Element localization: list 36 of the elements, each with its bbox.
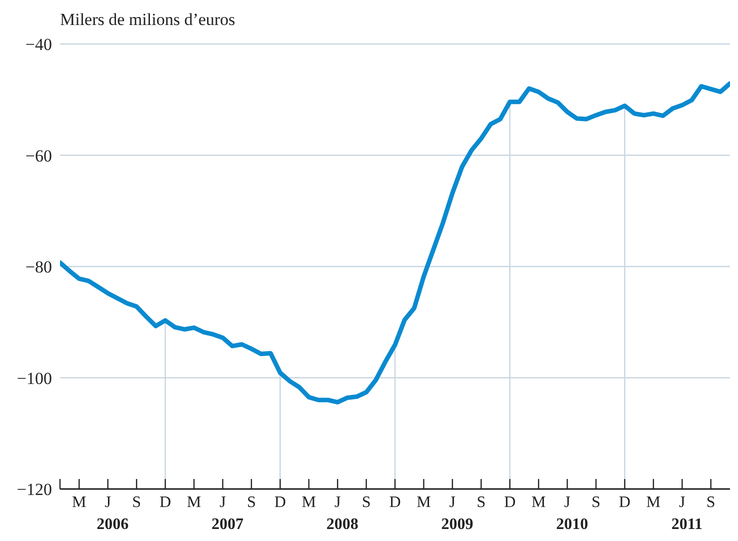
- x-tick-label: J: [220, 494, 226, 511]
- x-tick-label: S: [362, 494, 371, 511]
- text: 2010: [556, 516, 588, 533]
- text: 2007: [212, 516, 244, 533]
- text: 2006: [96, 516, 129, 533]
- y-tick-label: −100: [16, 368, 52, 388]
- x-tick-label: M: [531, 494, 546, 511]
- y-tick-label: −60: [25, 146, 52, 166]
- x-tick-label: D: [274, 494, 286, 511]
- x-tick-label: D: [618, 494, 630, 511]
- text: 2008: [326, 516, 358, 533]
- x-tick-label: J: [449, 494, 456, 511]
- x-tick-label: J: [564, 494, 570, 511]
- x-tick-label: M: [72, 494, 86, 511]
- y-tick-label: −80: [25, 258, 52, 277]
- y-tick-label: −120: [16, 480, 52, 500]
- x-tick-label: D: [504, 494, 516, 511]
- x-tick-label: J: [679, 494, 686, 511]
- x-tick-label: M: [302, 494, 316, 511]
- x-tick-label: J: [104, 494, 111, 511]
- x-tick-label: J: [334, 494, 341, 511]
- x-tick-label: M: [646, 494, 661, 511]
- x-tick-label: S: [706, 494, 716, 511]
- y-tick-label: −40: [25, 35, 52, 54]
- x-tick-label: M: [186, 494, 202, 511]
- x-tick-label: D: [160, 494, 172, 511]
- x-tick-label: S: [246, 494, 256, 511]
- x-tick-label: S: [132, 494, 142, 511]
- line-series: [60, 81, 730, 404]
- x-tick-label: D: [389, 494, 401, 511]
- text: 2009: [441, 516, 474, 533]
- y-axis-title: Milers de milions d’euros: [60, 10, 236, 30]
- x-tick-label: M: [416, 494, 431, 511]
- text: 2011: [671, 516, 702, 533]
- x-tick-label: S: [592, 494, 600, 511]
- x-tick-label: S: [476, 494, 486, 511]
